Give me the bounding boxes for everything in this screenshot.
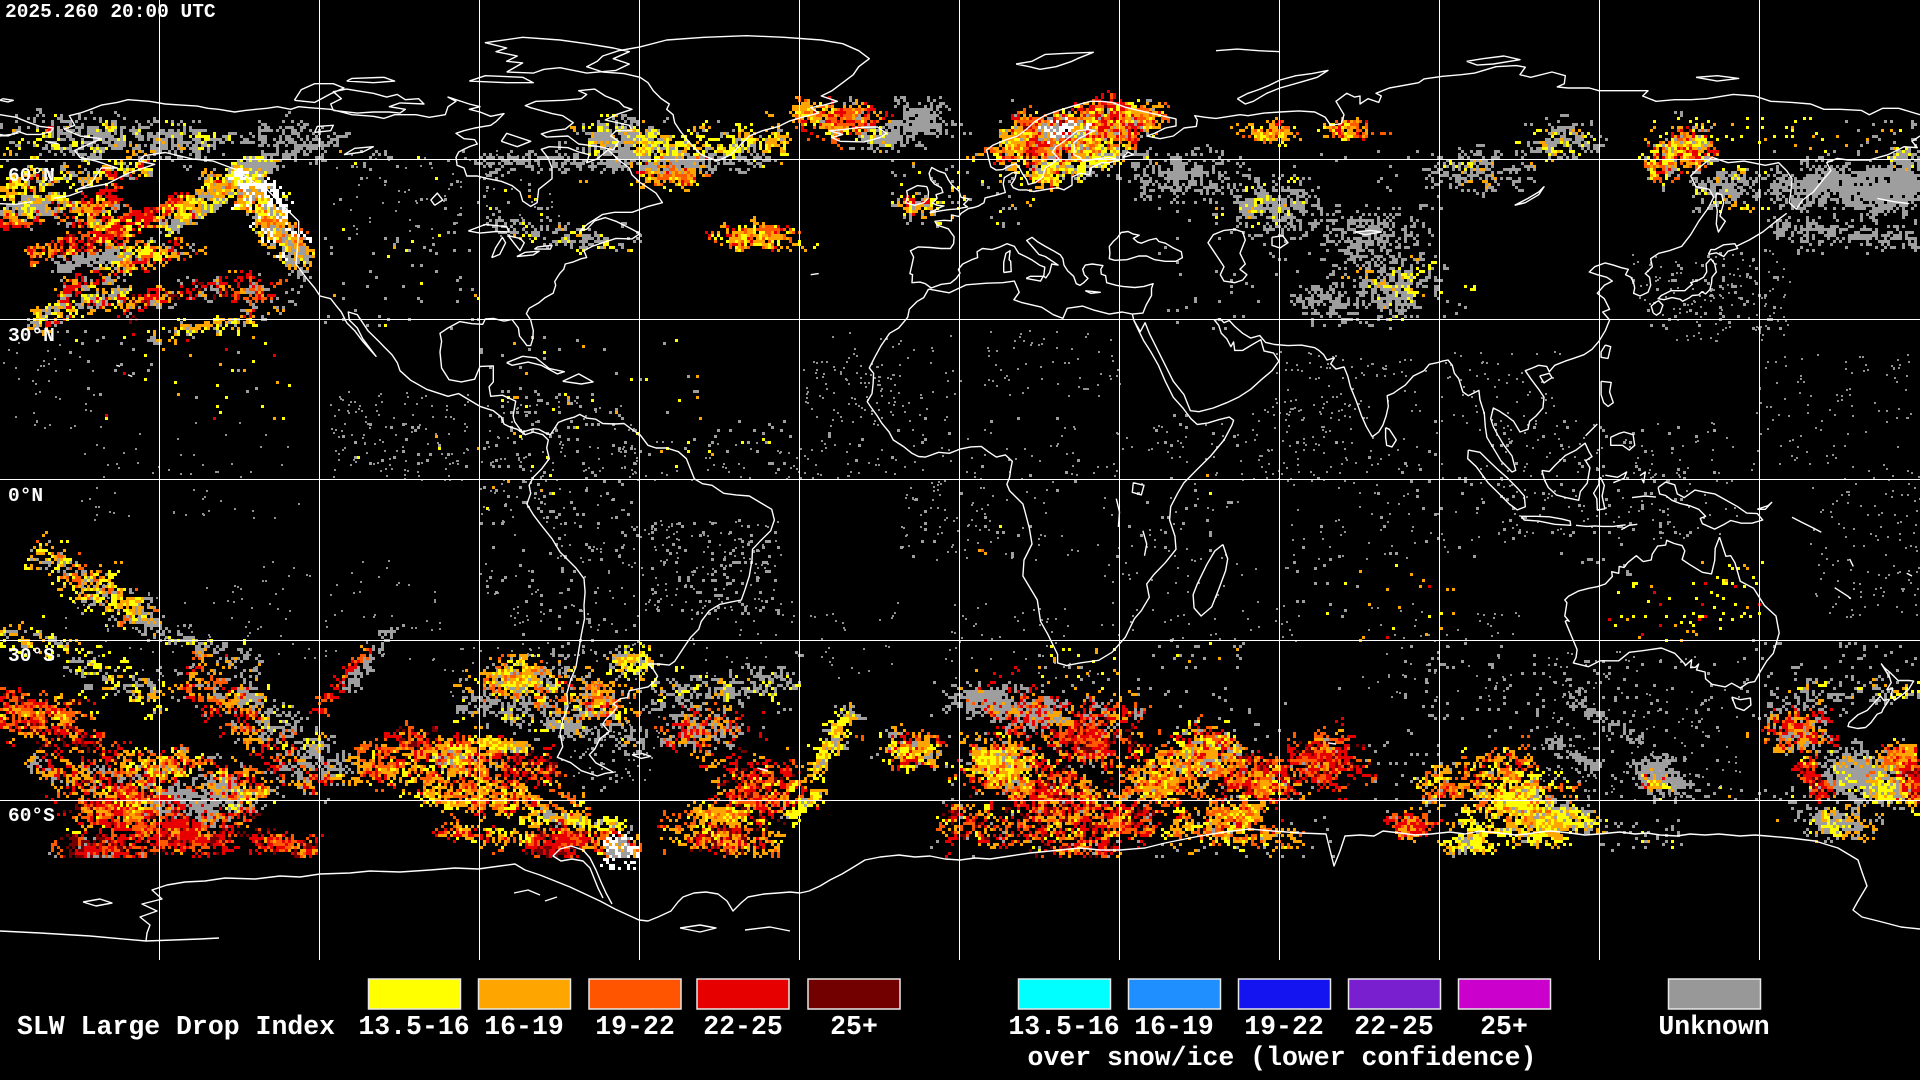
svg-text:2025.260 20:00 UTC: 2025.260 20:00 UTC xyxy=(5,1,216,23)
svg-text:60°N: 60°N xyxy=(8,165,55,187)
svg-text:over snow/ice (lower confidenc: over snow/ice (lower confidence) xyxy=(1028,1043,1537,1073)
svg-text:25+: 25+ xyxy=(1480,1012,1528,1042)
svg-text:Unknown: Unknown xyxy=(1658,1012,1769,1042)
svg-text:13.5-16: 13.5-16 xyxy=(358,1012,469,1042)
svg-text:60°S: 60°S xyxy=(8,805,55,827)
svg-text:22-25: 22-25 xyxy=(703,1012,783,1042)
svg-text:SLW Large Drop Index: SLW Large Drop Index xyxy=(17,1012,335,1042)
svg-text:16-19: 16-19 xyxy=(484,1012,564,1042)
svg-text:30°S: 30°S xyxy=(8,645,55,667)
svg-text:0°N: 0°N xyxy=(8,485,43,507)
svg-text:22-25: 22-25 xyxy=(1354,1012,1434,1042)
svg-text:16-19: 16-19 xyxy=(1134,1012,1214,1042)
svg-text:25+: 25+ xyxy=(830,1012,878,1042)
svg-text:19-22: 19-22 xyxy=(595,1012,675,1042)
svg-text:13.5-16: 13.5-16 xyxy=(1008,1012,1119,1042)
svg-text:30°N: 30°N xyxy=(8,325,55,347)
svg-text:19-22: 19-22 xyxy=(1244,1012,1324,1042)
